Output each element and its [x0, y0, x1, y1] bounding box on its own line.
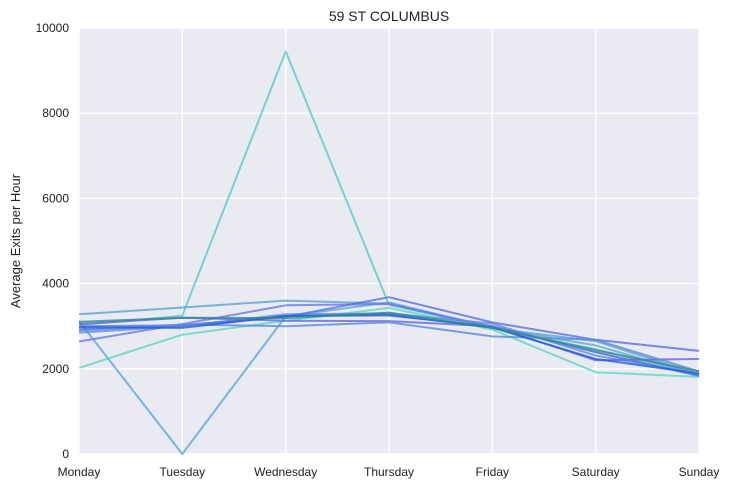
series-line-4 — [78, 306, 700, 378]
x-tick-label: Wednesday — [254, 465, 317, 479]
x-tick-label: Tuesday — [160, 465, 206, 479]
x-tick-label: Saturday — [572, 465, 620, 479]
x-tick-label: Thursday — [364, 465, 414, 479]
y-tick-label: 2000 — [42, 362, 69, 376]
series-line-12 — [78, 311, 700, 373]
x-tick-label: Monday — [58, 465, 101, 479]
x-tick-label: Friday — [476, 465, 509, 479]
series-line-10 — [78, 321, 700, 373]
y-axis-label: Average Exits per Hour — [8, 173, 23, 308]
y-tick-label: 6000 — [42, 191, 69, 205]
y-tick-labels: 0 2000 4000 6000 8000 10000 — [36, 21, 70, 461]
series-line-11 — [78, 313, 700, 375]
series-line-2 — [78, 301, 700, 455]
series-lines — [78, 50, 700, 455]
x-tick-labels: Monday Tuesday Wednesday Thursday Friday Satu… — [58, 465, 720, 479]
y-tick-label: 0 — [62, 447, 69, 461]
y-tick-label: 10000 — [36, 21, 70, 35]
x-tick-label: Sunday — [679, 465, 720, 479]
chart-title: 59 ST COLUMBUS — [329, 8, 449, 24]
y-tick-label: 4000 — [42, 277, 69, 291]
y-tick-label: 8000 — [42, 106, 69, 120]
